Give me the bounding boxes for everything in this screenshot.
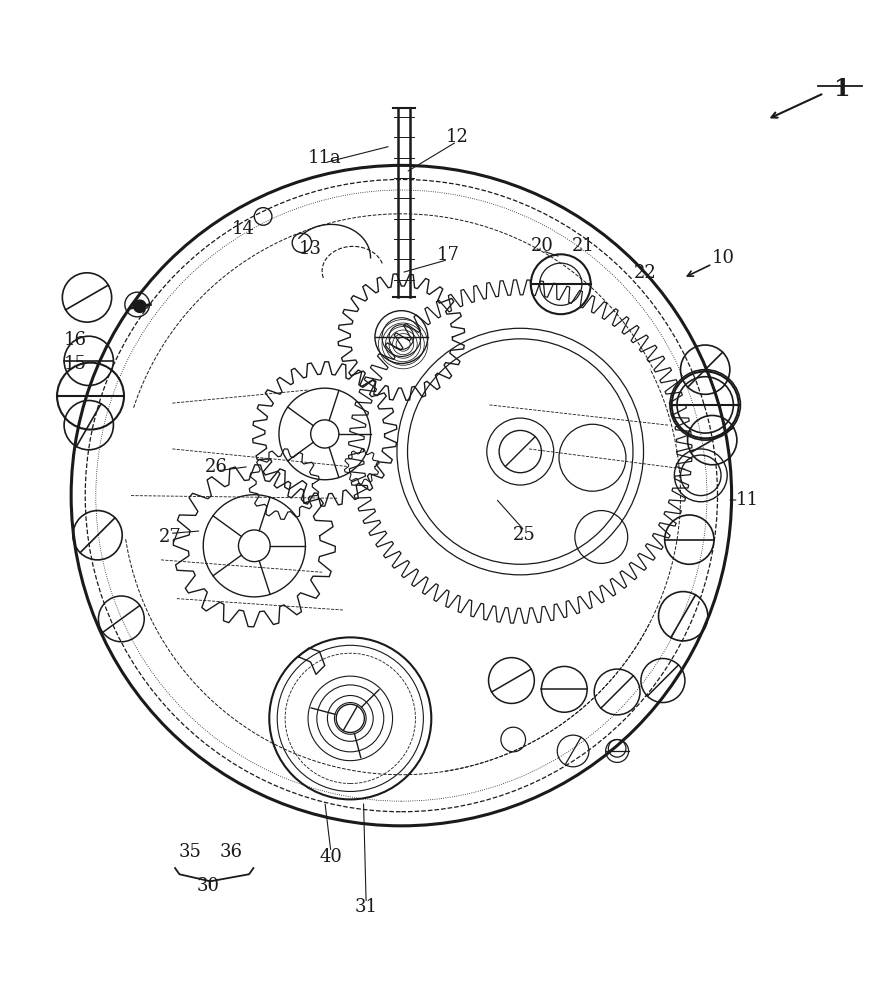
Text: 26: 26 (205, 458, 228, 476)
Text: 36: 36 (220, 843, 243, 861)
Text: 21: 21 (572, 237, 595, 255)
Text: 1: 1 (833, 77, 850, 101)
Text: 31: 31 (355, 898, 377, 916)
Text: 17: 17 (437, 246, 460, 264)
Text: 15: 15 (64, 355, 87, 373)
Text: 35: 35 (178, 843, 201, 861)
Text: 27: 27 (159, 528, 181, 546)
Text: 22: 22 (634, 264, 657, 282)
Text: 10: 10 (711, 249, 735, 267)
Text: 25: 25 (513, 526, 536, 544)
Text: 40: 40 (319, 848, 342, 866)
Text: 13: 13 (299, 240, 322, 258)
Text: 20: 20 (531, 237, 554, 255)
Text: 14: 14 (231, 220, 254, 238)
Circle shape (134, 300, 146, 312)
Text: 16: 16 (64, 331, 87, 349)
Text: 30: 30 (196, 877, 219, 895)
Text: 12: 12 (445, 128, 468, 146)
Text: 11a: 11a (308, 149, 341, 167)
Text: 11: 11 (736, 491, 759, 509)
